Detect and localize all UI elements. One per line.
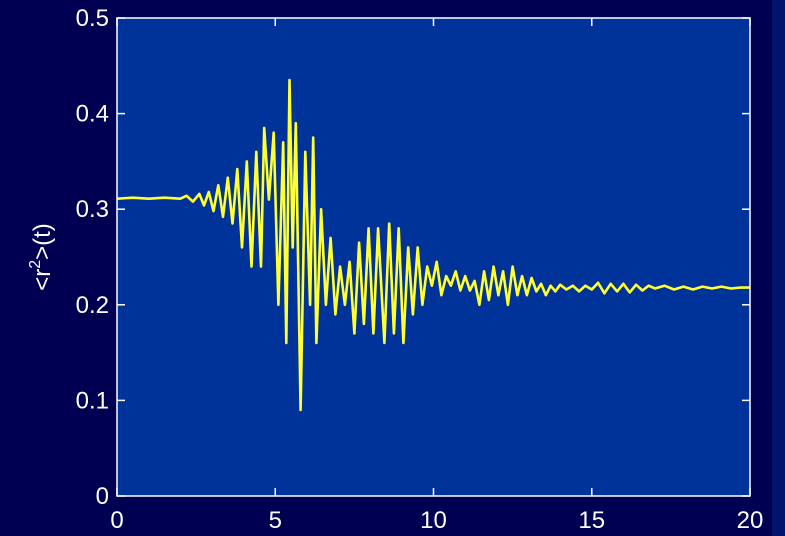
y-tick-label: 0.5 [76, 5, 109, 32]
y-tick-label: 0.4 [76, 101, 109, 128]
x-tick-label: 10 [420, 507, 447, 534]
y-tick-label: 0.2 [76, 292, 109, 319]
y-axis-label: <r2>(t) [27, 223, 56, 291]
y-axis-label-prefix: <r [29, 269, 56, 291]
x-tick-label: 20 [737, 507, 764, 534]
data-layer [116, 78, 750, 412]
x-tick-label: 5 [269, 507, 282, 534]
ticks-layer: 0 5 10 15 20 0 0.1 0.2 0.3 0.4 0.5 [76, 5, 764, 534]
x-tick-label: 0 [110, 507, 123, 534]
y-tick-label: 0 [96, 483, 109, 510]
series-line-1 [116, 78, 750, 412]
plot-area [117, 18, 750, 496]
y-axis-label-superscript: 2 [27, 260, 44, 269]
y-tick-label: 0.1 [76, 387, 109, 414]
x-tick-label: 15 [578, 507, 605, 534]
y-axis-label-suffix: >(t) [29, 223, 56, 260]
right-edge-band [772, 0, 785, 536]
y-tick-label: 0.3 [76, 196, 109, 223]
